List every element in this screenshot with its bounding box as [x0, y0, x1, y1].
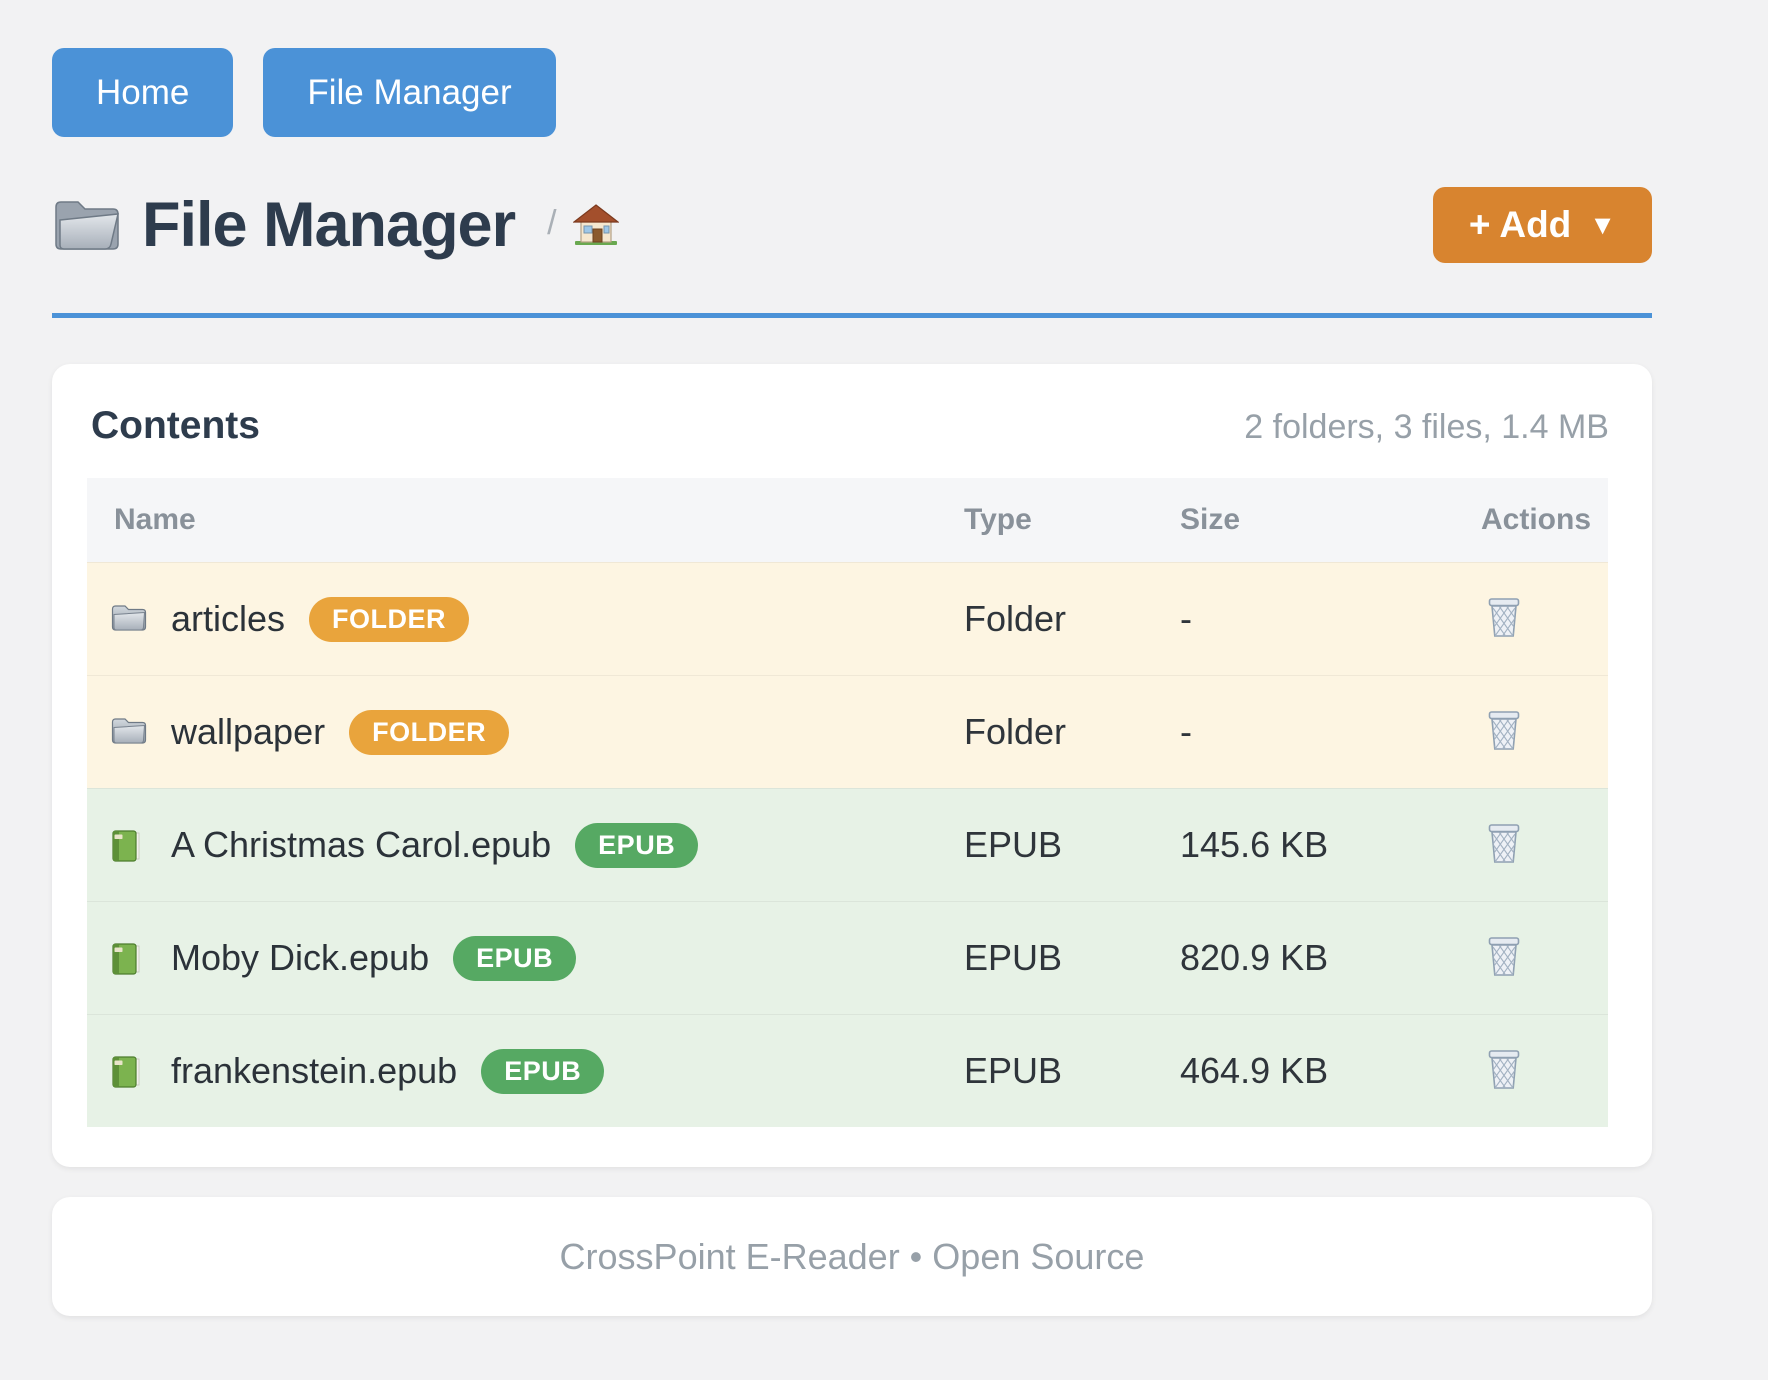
column-header-name: Name: [114, 503, 196, 536]
item-name[interactable]: frankenstein.epub: [171, 1050, 458, 1091]
type-badge: EPUB: [453, 935, 577, 981]
item-name[interactable]: A Christmas Carol.epub: [171, 824, 552, 865]
file-table: Name Type Size Actions: [87, 478, 1608, 1127]
chevron-down-icon: ▼: [1589, 209, 1616, 240]
nav-file-manager-button[interactable]: File Manager: [263, 48, 556, 137]
name-cell: articles FOLDER: [87, 596, 964, 642]
breadcrumb-separator: /: [547, 204, 557, 242]
table-row: Moby Dick.epub EPUB EPUB 820.9 KB: [87, 901, 1608, 1014]
delete-button[interactable]: [1481, 818, 1527, 871]
table-row: articles FOLDER Folder -: [87, 562, 1608, 675]
add-button[interactable]: + Add ▼: [1432, 187, 1652, 263]
trash-icon: [1485, 1048, 1523, 1093]
actions-cell: [1465, 931, 1608, 986]
size-cell: 145.6 KB: [1180, 824, 1329, 865]
contents-summary: 2 folders, 3 files, 1.4 MB: [1244, 408, 1609, 446]
column-header-size: Size: [1180, 503, 1241, 536]
type-cell: Folder: [964, 711, 1067, 752]
footer-text: CrossPoint E-Reader • Open Source: [559, 1235, 1145, 1277]
item-name[interactable]: articles: [171, 598, 286, 639]
size-cell: 820.9 KB: [1180, 937, 1329, 978]
page-header: File Manager / + Add ▼: [52, 187, 1652, 263]
type-cell: Folder: [964, 598, 1067, 639]
page-title: File Manager: [142, 190, 516, 260]
open-folder-icon: [52, 195, 122, 255]
size-cell: -: [1180, 711, 1192, 752]
top-nav: Home File Manager: [52, 0, 1652, 137]
page: Home File Manager File Manager /: [52, 0, 1652, 1316]
add-button-label: + Add: [1468, 204, 1572, 245]
contents-card: Contents 2 folders, 3 files, 1.4 MB Name…: [52, 364, 1652, 1167]
trash-icon: [1485, 935, 1523, 980]
folder-icon: [111, 603, 147, 635]
trash-icon: [1485, 596, 1523, 641]
column-header-type: Type: [964, 503, 1032, 536]
type-badge: FOLDER: [309, 596, 470, 642]
type-badge: EPUB: [575, 822, 699, 868]
book-icon: [111, 829, 147, 862]
trash-icon: [1485, 822, 1523, 867]
book-icon: [111, 1055, 147, 1088]
actions-cell: [1465, 705, 1608, 760]
item-name[interactable]: wallpaper: [171, 711, 326, 752]
type-badge: EPUB: [481, 1048, 605, 1094]
delete-button[interactable]: [1481, 705, 1527, 758]
table-header-row: Name Type Size Actions: [87, 478, 1608, 562]
name-cell: wallpaper FOLDER: [87, 709, 964, 755]
delete-button[interactable]: [1481, 931, 1527, 984]
name-cell: Moby Dick.epub EPUB: [87, 935, 964, 981]
table-row: A Christmas Carol.epub EPUB EPUB 145.6 K…: [87, 788, 1608, 901]
footer: CrossPoint E-Reader • Open Source: [52, 1197, 1652, 1316]
book-icon: [111, 942, 147, 975]
trash-icon: [1485, 709, 1523, 754]
contents-heading: Contents: [91, 404, 260, 447]
name-cell: frankenstein.epub EPUB: [87, 1048, 964, 1094]
size-cell: 464.9 KB: [1180, 1050, 1329, 1091]
type-badge: FOLDER: [349, 709, 510, 755]
size-cell: -: [1180, 598, 1192, 639]
item-name[interactable]: Moby Dick.epub: [171, 937, 430, 978]
actions-cell: [1465, 592, 1608, 647]
accent-divider: [52, 313, 1652, 318]
type-cell: EPUB: [964, 824, 1063, 865]
folder-icon: [111, 716, 147, 748]
table-row: wallpaper FOLDER Folder -: [87, 675, 1608, 788]
breadcrumb: /: [547, 203, 620, 247]
delete-button[interactable]: [1481, 592, 1527, 645]
actions-cell: [1465, 818, 1608, 873]
type-cell: EPUB: [964, 1050, 1063, 1091]
name-cell: A Christmas Carol.epub EPUB: [87, 822, 964, 868]
column-header-actions: Actions: [1481, 503, 1592, 536]
table-body: articles FOLDER Folder -: [87, 562, 1608, 1127]
home-icon[interactable]: [571, 203, 620, 247]
actions-cell: [1465, 1044, 1608, 1099]
nav-home-button[interactable]: Home: [52, 48, 234, 137]
contents-card-header: Contents 2 folders, 3 files, 1.4 MB: [91, 404, 1609, 448]
type-cell: EPUB: [964, 937, 1063, 978]
table-row: frankenstein.epub EPUB EPUB 464.9 KB: [87, 1014, 1608, 1127]
delete-button[interactable]: [1481, 1044, 1527, 1097]
